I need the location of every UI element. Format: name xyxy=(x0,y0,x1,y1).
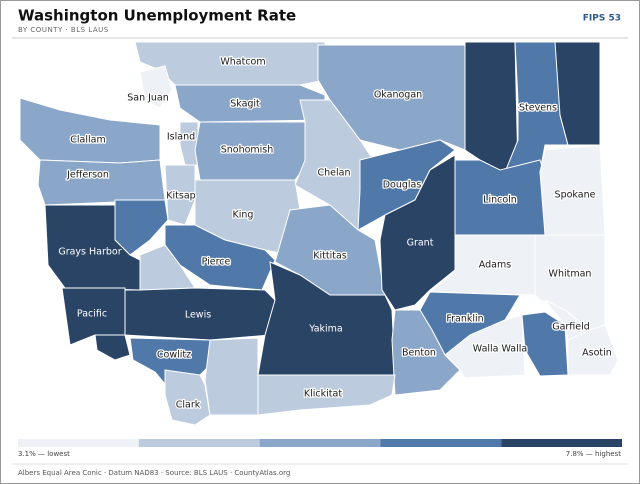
county xyxy=(204,337,259,416)
county-label: Adams xyxy=(479,260,511,271)
legend-low: 3.1% — lowest xyxy=(18,450,70,458)
county xyxy=(94,334,131,361)
county xyxy=(257,374,396,416)
county xyxy=(139,244,196,291)
legend-high: 7.8% — highest xyxy=(566,450,621,458)
county-label: Skagit xyxy=(230,99,260,110)
county-label: Kitsap xyxy=(166,191,195,202)
county-label: Klickitat xyxy=(304,389,342,400)
county-label: Lewis xyxy=(185,310,211,321)
county-label: Clallam xyxy=(70,135,105,146)
county-label: San Juan xyxy=(127,93,169,104)
county-label: Whatcom xyxy=(220,57,265,68)
county-label: Spokane xyxy=(555,190,596,201)
county xyxy=(444,314,526,379)
fips-badge: FIPS 53 xyxy=(583,14,621,24)
county-label: Cowlitz xyxy=(157,350,191,361)
county-label: Yakima xyxy=(308,324,343,335)
footer: Albers Equal Area Conic · Datum NAD83 · … xyxy=(18,469,290,477)
county-label: Lincoln xyxy=(483,195,517,206)
county-label: Pacific xyxy=(77,309,107,320)
county xyxy=(554,41,601,146)
county-label: Jefferson xyxy=(66,170,109,181)
county xyxy=(37,159,166,206)
county xyxy=(139,65,173,109)
county-label: Walla Walla xyxy=(473,344,527,355)
county-label: Grays Harbor xyxy=(58,247,121,258)
county-label: Benton xyxy=(402,348,436,359)
county-label: Kittitas xyxy=(313,251,347,262)
legend-swatch xyxy=(138,439,260,447)
legend-swatch xyxy=(18,439,139,447)
legend-swatch xyxy=(380,439,502,447)
county-labels: Whatcom San Juan Skagit Okanogan Stevens Clal… xyxy=(57,55,613,412)
legend-swatch xyxy=(501,439,622,447)
county-label: Chelan xyxy=(318,168,351,179)
county-label: Whitman xyxy=(549,269,592,280)
county-label: Asotin xyxy=(582,348,612,359)
county xyxy=(567,324,619,376)
county-label: Island xyxy=(167,132,195,143)
subtitle: BY COUNTY · BLS LAUS xyxy=(18,26,109,34)
county xyxy=(539,144,606,236)
county xyxy=(164,164,196,226)
county-label: Pierce xyxy=(202,257,231,268)
legend-swatch xyxy=(259,439,381,447)
county-label: Garfield xyxy=(552,322,590,333)
county-label: Snohomish xyxy=(221,145,274,156)
county-label: Franklin xyxy=(446,314,483,325)
county xyxy=(464,41,519,173)
counties xyxy=(19,41,619,426)
county xyxy=(379,154,456,311)
county-label: Clark xyxy=(176,400,201,411)
county-label: King xyxy=(233,210,254,221)
legend xyxy=(18,439,622,447)
title: Washington Unemployment Rate xyxy=(18,7,296,25)
county xyxy=(164,369,211,426)
county-label: Okanogan xyxy=(374,90,422,101)
county-label: Stevens xyxy=(519,103,557,114)
county-label: Grant xyxy=(407,238,434,249)
county-label: Douglas xyxy=(383,180,422,191)
